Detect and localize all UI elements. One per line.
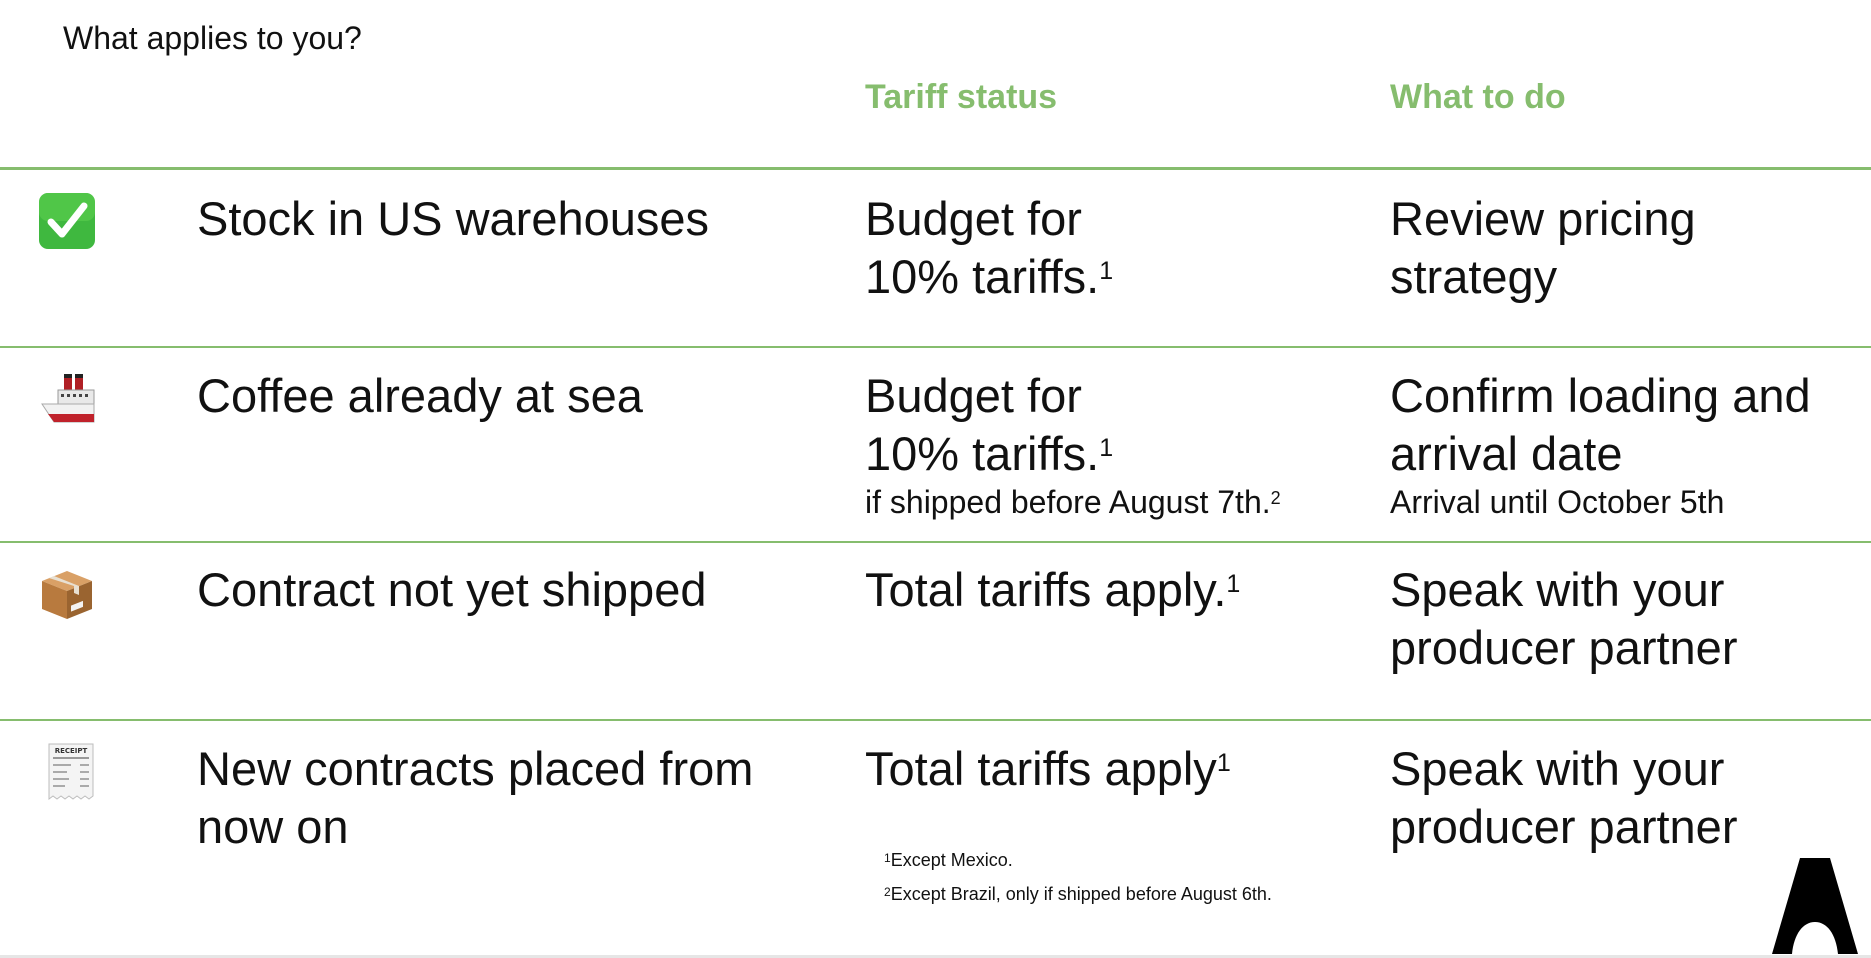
header-divider <box>0 167 1871 170</box>
ship-icon <box>41 374 95 423</box>
column-header-what-to-do: What to do <box>1390 78 1566 116</box>
row-3-todo: Speak with your producer partner <box>1390 563 1738 674</box>
page-question: What applies to you? <box>63 20 362 56</box>
row-2-todo: Confirm loading and arrival date Arrival… <box>1390 367 1860 521</box>
row-1-scenario: Stock in US warehouses <box>197 192 710 245</box>
row-2-todo-note: Arrival until October 5th <box>1390 484 1725 520</box>
row-divider <box>0 346 1871 348</box>
row-divider <box>0 719 1871 721</box>
row-2-status: Budget for 10% tariffs.1 if shipped befo… <box>865 367 1365 521</box>
footnote-1: 1Except Mexico. <box>884 850 1013 870</box>
row-2-status-note: if shipped before August 7th.2 <box>865 484 1281 520</box>
row-3-scenario: Contract not yet shipped <box>197 563 707 616</box>
check-mark-icon <box>39 193 95 249</box>
footnote-2: 2Except Brazil, only if shipped before A… <box>884 884 1272 904</box>
footnotes: 1Except Mexico. 2Except Brazil, only if … <box>884 843 1272 911</box>
bottom-rule <box>0 955 1871 958</box>
row-4-scenario: New contracts placed from now on <box>197 742 754 853</box>
row-4-todo: Speak with your producer partner <box>1390 742 1738 853</box>
row-1-todo: Review pricing strategy <box>1390 192 1696 303</box>
row-1-status: Budget for 10% tariffs.1 <box>865 192 1114 303</box>
svg-text:RECEIPT: RECEIPT <box>55 747 88 755</box>
package-icon <box>42 571 92 619</box>
column-header-tariff-status: Tariff status <box>865 78 1058 116</box>
row-3-status: Total tariffs apply.1 <box>865 563 1241 616</box>
brand-logo-icon <box>1772 858 1858 954</box>
receipt-icon: RECEIPT <box>48 743 94 800</box>
row-divider <box>0 541 1871 543</box>
row-4-status: Total tariffs apply1 <box>865 742 1231 795</box>
row-2-scenario: Coffee already at sea <box>197 369 643 422</box>
